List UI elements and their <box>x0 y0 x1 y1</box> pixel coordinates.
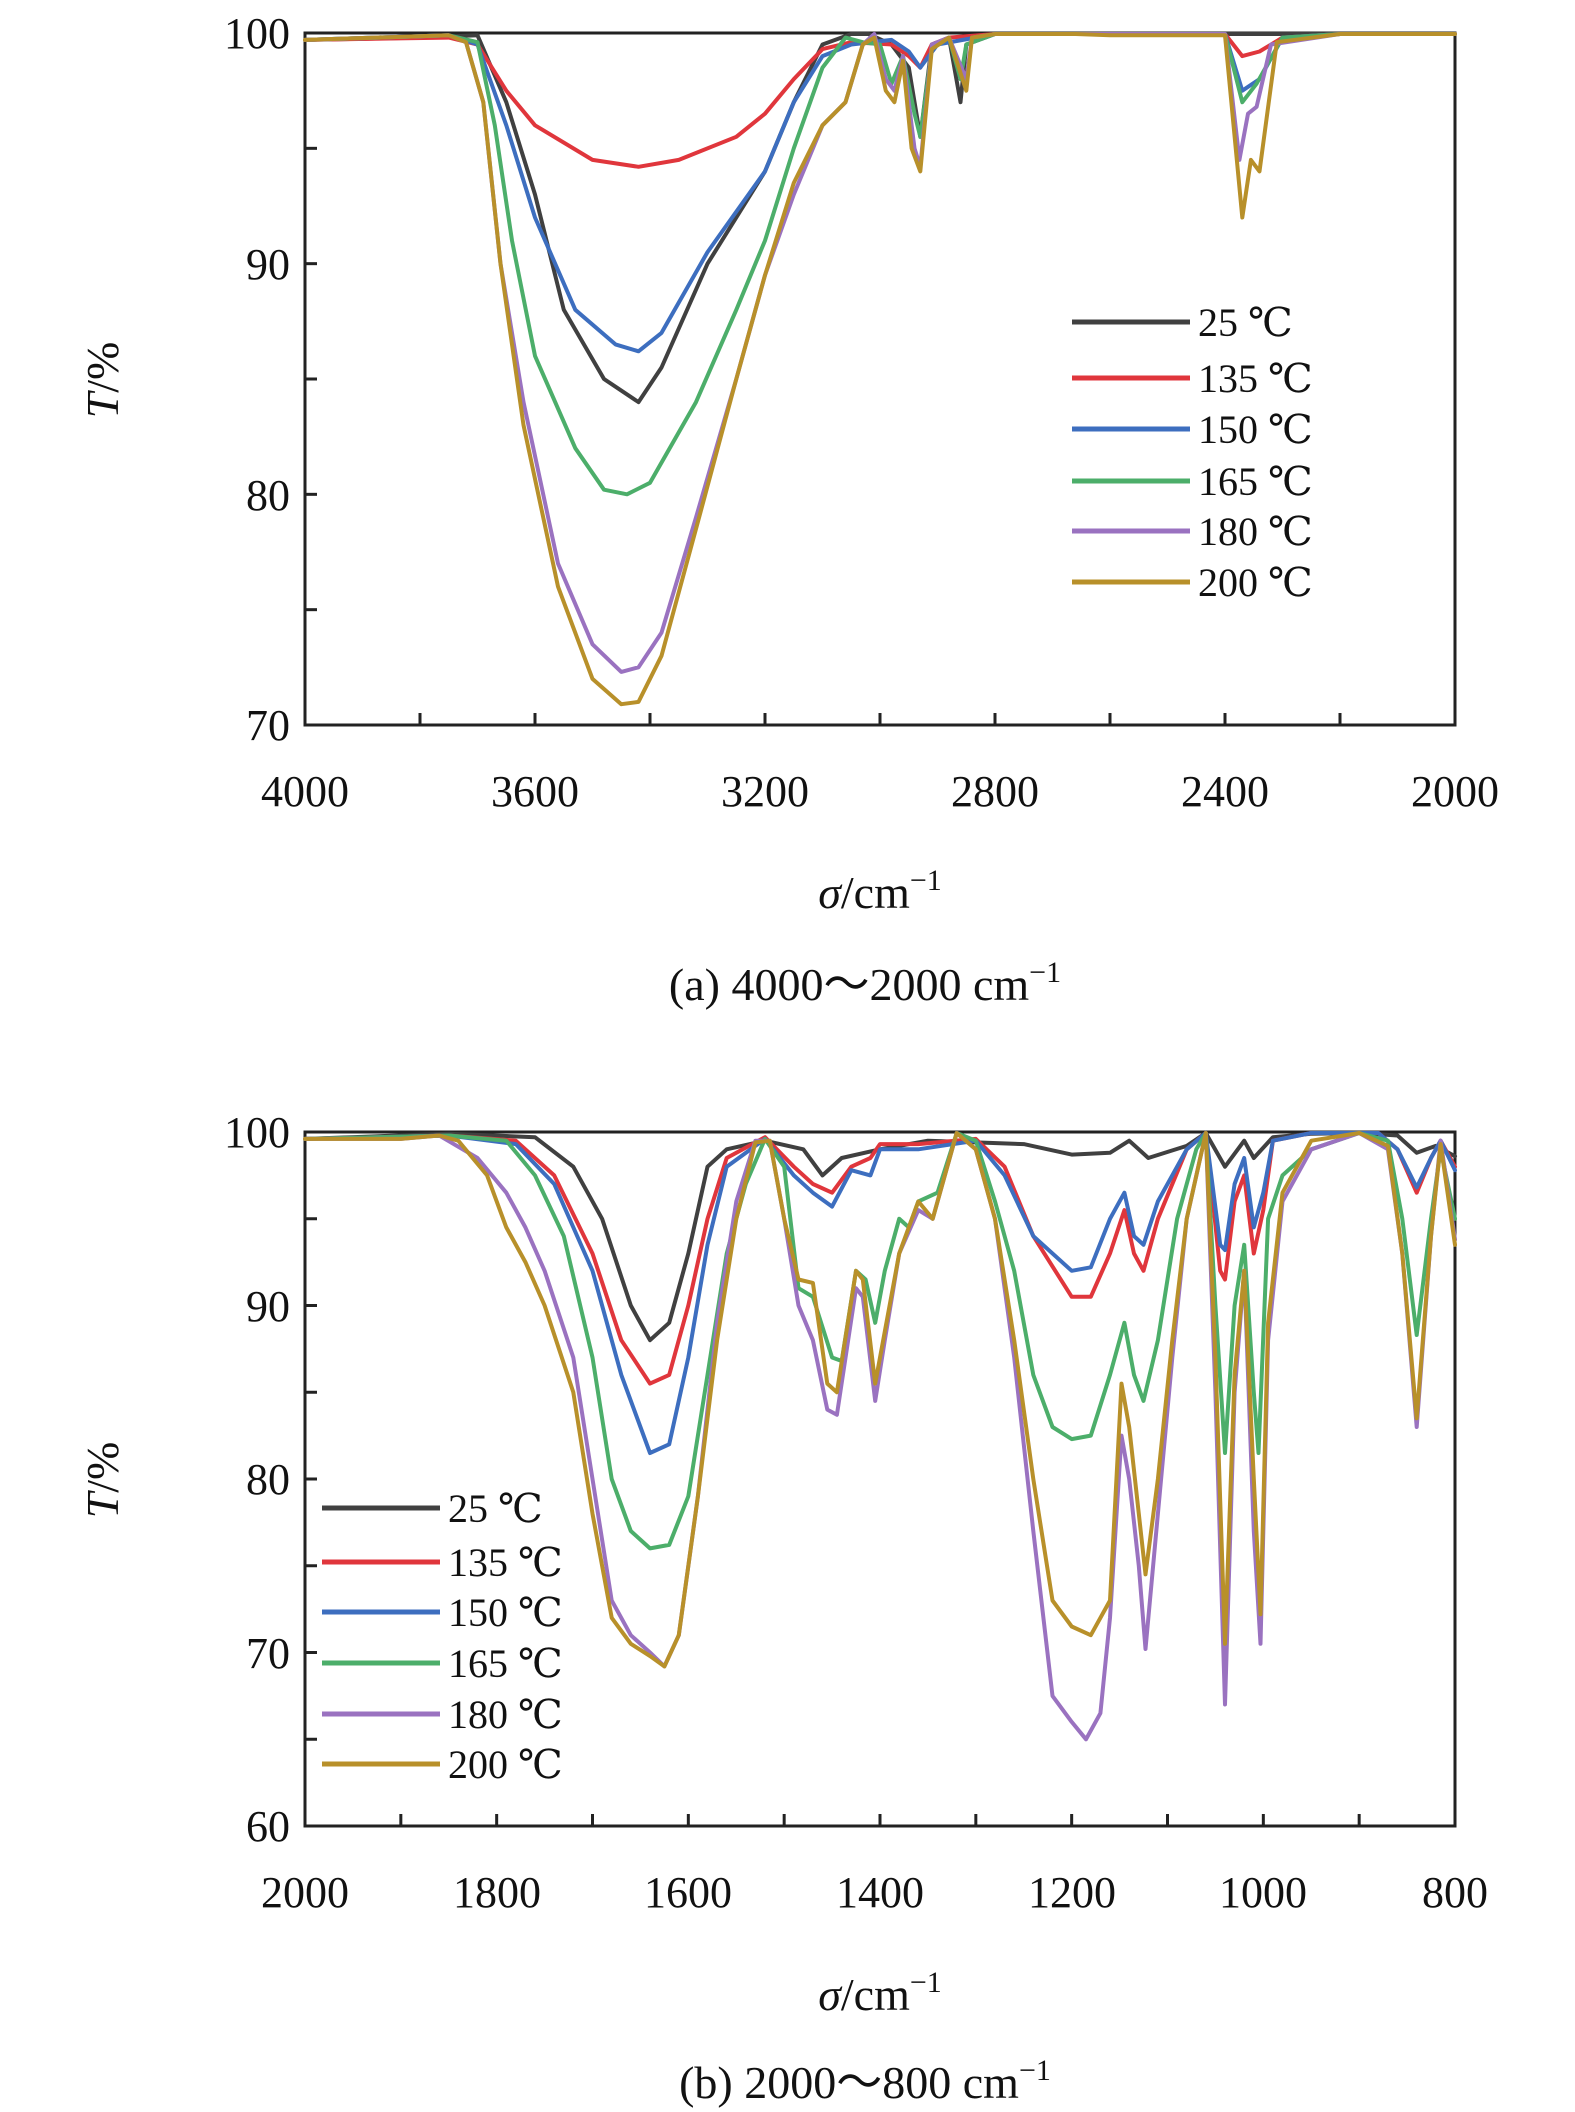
x-tick-label: 1800 <box>453 1868 541 1917</box>
x-tick-label: 2400 <box>1181 767 1269 816</box>
x-tick-label: 1600 <box>644 1868 732 1917</box>
ticks-a <box>303 31 1457 727</box>
panel-a: 100 90 80 70 4000 3600 3200 2800 2400 20… <box>77 9 1499 1010</box>
series-line-a-5 <box>303 32 1457 707</box>
legend-label: 150 ℃ <box>1198 407 1313 452</box>
legend-label: 165 ℃ <box>1198 459 1313 504</box>
x-tick-label: 800 <box>1422 1868 1488 1917</box>
series-group-a <box>303 32 1457 707</box>
legend-label: 165 ℃ <box>448 1641 563 1686</box>
series-line-b-3 <box>303 1131 1457 1551</box>
y-tick-label: 70 <box>246 1629 290 1678</box>
legend-label: 200 ℃ <box>448 1742 563 1787</box>
y-tick-label: 90 <box>246 240 290 289</box>
caption-a: (a) 4000～2000 cm−1 <box>669 956 1061 1010</box>
panel-b: 100 90 80 70 60 2000 1800 1600 1400 1200… <box>77 1108 1488 2108</box>
legend-label: 200 ℃ <box>1198 560 1313 605</box>
x-tick-label: 1000 <box>1219 1868 1307 1917</box>
series-line-a-2 <box>303 32 1457 354</box>
x-axis-title-b: σ/cm−1 <box>818 1966 942 2020</box>
y-tick-label: 70 <box>246 701 290 750</box>
y-tick-label: 90 <box>246 1282 290 1331</box>
legend-label: 25 ℃ <box>1198 300 1293 345</box>
legend-label: 25 ℃ <box>448 1486 543 1531</box>
x-tick-label: 4000 <box>261 767 349 816</box>
x-axis-title-a: σ/cm−1 <box>818 864 942 918</box>
series-line-b-2 <box>303 1131 1457 1455</box>
series-line-a-1 <box>303 32 1457 169</box>
x-tick-label: 1200 <box>1028 1868 1116 1917</box>
x-tick-label: 3600 <box>491 767 579 816</box>
ticks-b <box>303 1130 1457 1828</box>
legend-label: 135 ℃ <box>448 1540 563 1585</box>
caption-b: (b) 2000～800 cm−1 <box>679 2054 1051 2108</box>
x-tick-label: 1400 <box>836 1868 924 1917</box>
legend-label: 150 ℃ <box>448 1590 563 1635</box>
y-axis-title-a: T/% <box>77 342 128 419</box>
series-group-b <box>303 1131 1457 1742</box>
legend-a: 25 ℃ 135 ℃ 150 ℃ 165 ℃ 180 ℃ 200 ℃ <box>1072 300 1313 605</box>
legend-label: 135 ℃ <box>1198 356 1313 401</box>
series-line-b-5 <box>303 1131 1457 1669</box>
x-tick-label: 2800 <box>951 767 1039 816</box>
y-axis-title-b: T/% <box>77 1442 128 1519</box>
series-line-b-1 <box>303 1131 1457 1386</box>
legend-label: 180 ℃ <box>448 1692 563 1737</box>
y-tick-label: 80 <box>246 1455 290 1504</box>
y-tick-label: 60 <box>246 1802 290 1851</box>
x-tick-label: 2000 <box>261 1868 349 1917</box>
y-tick-label: 100 <box>224 1108 290 1157</box>
x-tick-label: 2000 <box>1411 767 1499 816</box>
legend-b: 25 ℃ 135 ℃ 150 ℃ 165 ℃ 180 ℃ 200 ℃ <box>322 1486 563 1787</box>
y-tick-label: 100 <box>224 9 290 58</box>
legend-label: 180 ℃ <box>1198 509 1313 554</box>
x-tick-label: 3200 <box>721 767 809 816</box>
y-tick-label: 80 <box>246 471 290 520</box>
